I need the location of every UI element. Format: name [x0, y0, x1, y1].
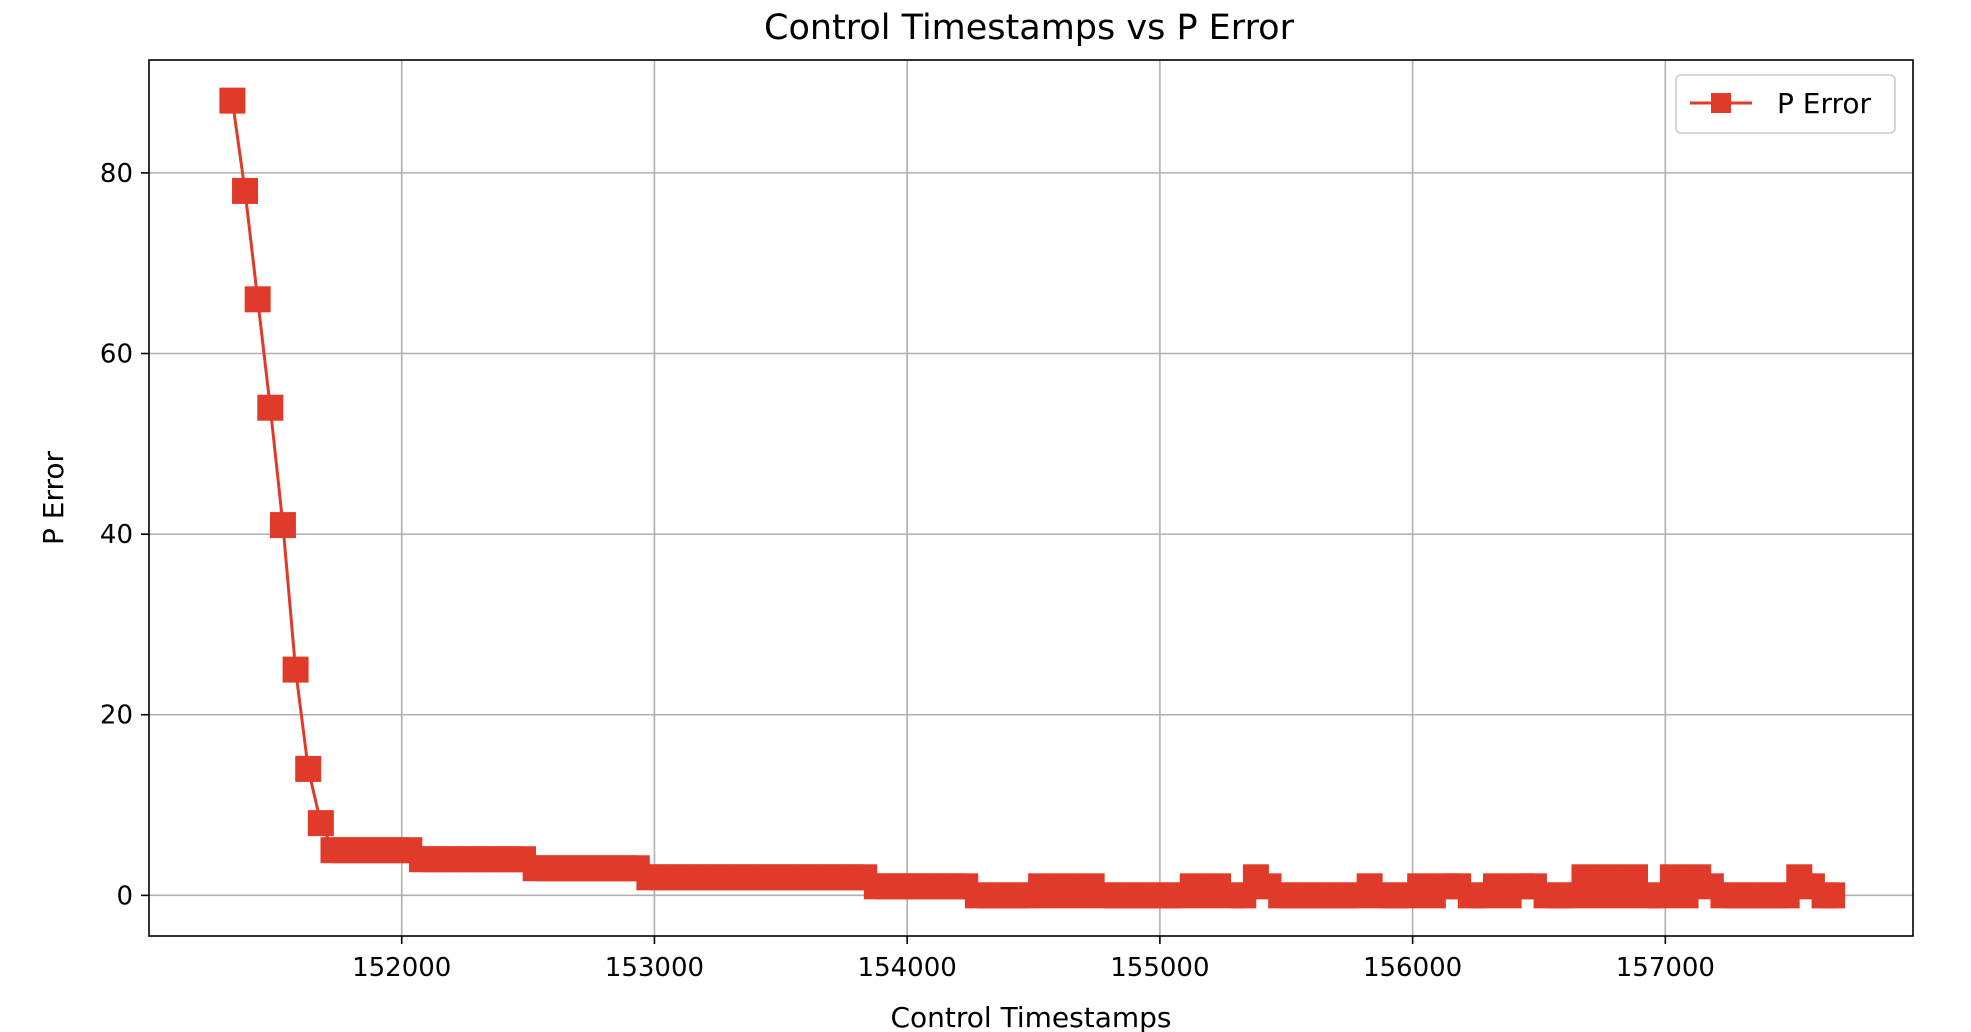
data-point — [1819, 882, 1846, 909]
data-point — [269, 512, 296, 539]
y-axis-label: P Error — [37, 451, 70, 546]
legend: P Error — [1675, 74, 1896, 134]
grid — [149, 60, 1913, 936]
data-point — [232, 177, 259, 204]
data-point — [307, 810, 334, 837]
y-axis-ticks: 0 20 40 60 80 — [100, 159, 149, 911]
plot-frame — [148, 59, 1914, 937]
legend-label: P Error — [1777, 87, 1872, 120]
data-point — [219, 87, 246, 114]
data-point — [244, 286, 271, 313]
x-tick-label: 153000 — [605, 953, 704, 983]
chart-title: Control Timestamps vs P Error — [764, 8, 1295, 48]
x-tick-label: 155000 — [1110, 953, 1209, 983]
data-point — [282, 656, 309, 683]
x-axis-ticks: 152000 153000 154000 155000 156000 157000 — [352, 936, 1715, 983]
y-tick-label: 80 — [100, 159, 133, 189]
y-tick-label: 40 — [100, 520, 133, 550]
legend-box — [1675, 74, 1896, 134]
x-tick-label: 156000 — [1363, 953, 1462, 983]
series-line — [230, 100, 1833, 897]
series-layer — [219, 87, 1846, 909]
y-tick-label: 20 — [100, 701, 133, 731]
y-tick-label: 60 — [100, 340, 133, 370]
x-axis-label: Control Timestamps — [891, 1001, 1172, 1032]
y-tick-label: 0 — [116, 881, 133, 911]
data-point — [295, 755, 322, 782]
x-tick-label: 154000 — [858, 953, 957, 983]
legend-marker — [1711, 93, 1731, 113]
data-point — [257, 394, 284, 421]
x-tick-label: 157000 — [1616, 953, 1715, 983]
x-tick-label: 152000 — [352, 953, 451, 983]
